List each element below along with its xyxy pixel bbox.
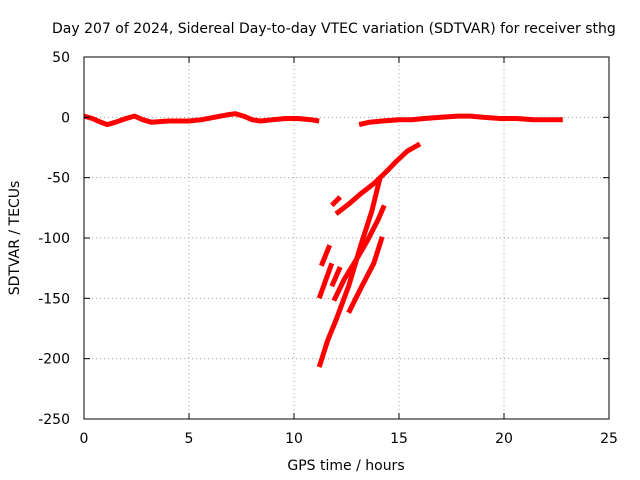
- x-tick-label: 0: [80, 431, 89, 447]
- y-axis: 50 0 -50 -100 -150 -200 -250: [38, 50, 609, 428]
- y-tick-label: -50: [47, 171, 70, 187]
- y-tick-label: 0: [61, 110, 70, 126]
- y-tick-label: -250: [38, 412, 70, 428]
- plot-frame: [83, 56, 610, 420]
- series-arc-f: [329, 266, 343, 288]
- series-arc-e: [316, 262, 335, 300]
- series-arc-a: [334, 141, 422, 216]
- y-axis-title: SDTVAR / TECUs: [7, 181, 23, 296]
- series-layer: [83, 111, 563, 368]
- series-main-early: [83, 111, 320, 128]
- x-tick-label: 5: [185, 431, 194, 447]
- series-arc-d: [346, 236, 385, 314]
- y-tick-label: -100: [38, 231, 70, 247]
- grid: [84, 57, 609, 419]
- chart-title: Day 207 of 2024, Sidereal Day-to-day VTE…: [52, 21, 616, 37]
- series-fragment-h: [330, 195, 342, 208]
- series-main-late: [358, 113, 563, 128]
- y-tick-label: 50: [52, 50, 70, 66]
- x-tick-label: 15: [390, 431, 408, 447]
- x-axis-title: GPS time / hours: [287, 458, 404, 474]
- x-tick-label: 25: [600, 431, 618, 447]
- y-tick-label: -200: [38, 352, 70, 368]
- x-tick-label: 20: [495, 431, 513, 447]
- x-axis: 0 5 10 15 20 25: [80, 57, 618, 447]
- y-tick-label: -150: [38, 291, 70, 307]
- x-tick-label: 10: [285, 431, 303, 447]
- series-arc-b: [316, 177, 383, 368]
- series-fragment-g: [318, 244, 333, 267]
- series-arc-c: [331, 204, 387, 302]
